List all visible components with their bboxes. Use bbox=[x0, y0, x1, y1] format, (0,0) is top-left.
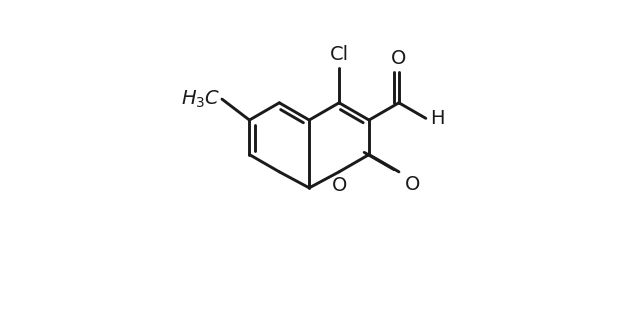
Text: O: O bbox=[404, 175, 420, 194]
Text: H: H bbox=[431, 109, 445, 128]
Text: O: O bbox=[391, 49, 406, 68]
Text: O: O bbox=[332, 176, 348, 195]
Text: $H_3C$: $H_3C$ bbox=[181, 88, 220, 110]
Text: Cl: Cl bbox=[330, 45, 349, 64]
